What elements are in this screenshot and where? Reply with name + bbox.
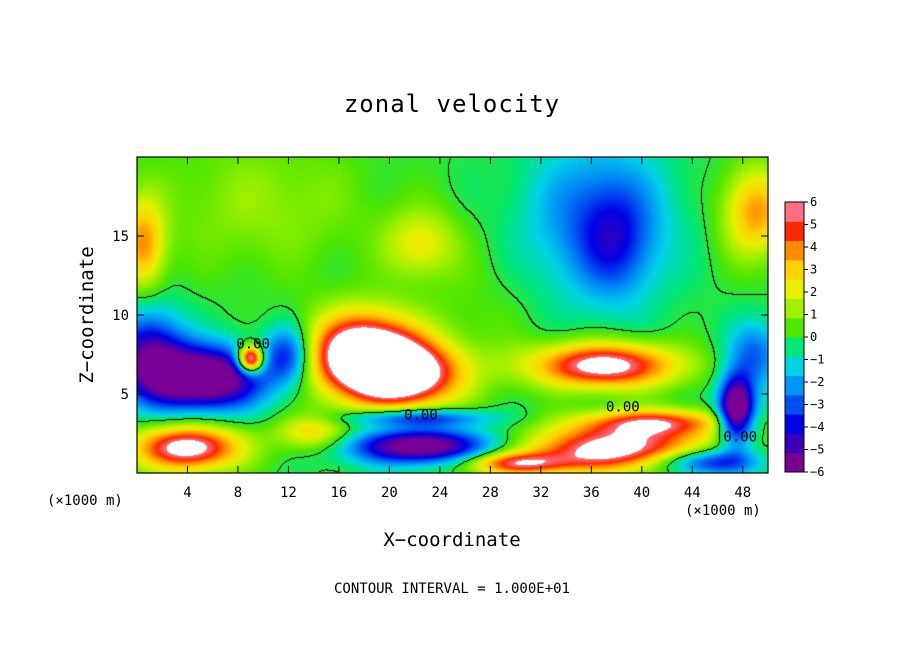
- y-tick-label: 15: [112, 229, 129, 245]
- colorbar-segment: [785, 317, 804, 338]
- colorbar-segment: [785, 298, 804, 319]
- colorbar-tick-label: −4: [810, 420, 824, 434]
- x-tick-label: 12: [280, 485, 297, 501]
- contour-interval-text: CONTOUR INTERVAL = 1.000E+01: [334, 581, 570, 597]
- contour-label: 0.00: [723, 430, 757, 446]
- x-tick-label: 16: [330, 485, 347, 501]
- colorbar-segment: [785, 221, 804, 242]
- x-tick-label: 48: [734, 485, 751, 501]
- colorbar-tick-label: 1: [810, 308, 817, 322]
- colorbar-tick-label: 3: [810, 263, 817, 277]
- colorbar-tick-label: −6: [810, 465, 824, 479]
- x-axis-label: X−coordinate: [383, 529, 520, 551]
- x-tick-label: 44: [684, 485, 701, 501]
- colorbar-tick-label: 6: [810, 195, 817, 209]
- colorbar-segment: [785, 375, 804, 396]
- colorbar: 6 5 4 3 2 1 0 −1 −2 −3 −4 −5 −6: [784, 195, 824, 479]
- y-tick-label: 5: [121, 387, 129, 403]
- x-unit-right: (×1000 m): [685, 503, 761, 519]
- x-tick-label: 32: [532, 485, 549, 501]
- colorbar-segment: [785, 202, 804, 222]
- colorbar-tick-label: 5: [810, 218, 817, 232]
- contour-label: 0.00: [606, 400, 640, 416]
- contour-labels: 0.00 0.00 0.00 0.00: [236, 336, 757, 445]
- y-tick-label: 10: [112, 308, 129, 324]
- colorbar-segment: [785, 433, 804, 454]
- colorbar-segment: [785, 414, 804, 434]
- colorbar-tick-label: 2: [810, 285, 817, 299]
- x-axis-ticks: 4 8 12 16 20 24 28 32 36 40 44 48: [183, 157, 751, 501]
- y-axis-ticks: 5 10 15: [112, 229, 768, 403]
- colorbar-tick-label: −2: [810, 375, 824, 389]
- chart-title: zonal velocity: [344, 90, 560, 118]
- x-unit-left: (×1000 m): [47, 493, 123, 509]
- colorbar-tick-label: −3: [810, 398, 824, 412]
- x-tick-label: 28: [482, 485, 499, 501]
- colorbar-segment: [785, 356, 804, 377]
- contour-label: 0.00: [236, 336, 270, 352]
- colorbar-tick-label: 4: [810, 240, 817, 254]
- heatmap-field: [137, 157, 768, 473]
- colorbar-segment: [785, 240, 804, 261]
- x-tick-label: 20: [381, 485, 398, 501]
- colorbar-segment: [785, 337, 804, 357]
- colorbar-segment: [785, 259, 804, 280]
- colorbar-segment: [785, 452, 804, 473]
- x-tick-label: 24: [431, 485, 448, 501]
- y-axis-label: Z−coordinate: [76, 246, 98, 383]
- x-tick-label: 4: [183, 485, 191, 501]
- colorbar-segment: [785, 394, 804, 415]
- x-tick-label: 8: [234, 485, 242, 501]
- x-tick-label: 40: [633, 485, 650, 501]
- colorbar-tick-label: −1: [810, 353, 824, 367]
- x-tick-label: 36: [583, 485, 600, 501]
- colorbar-tick-label: 0: [810, 330, 817, 344]
- contour-label: 0.00: [404, 408, 438, 424]
- colorbar-segment: [785, 279, 804, 299]
- plot-area: [137, 157, 768, 473]
- colorbar-tick-label: −5: [810, 443, 824, 457]
